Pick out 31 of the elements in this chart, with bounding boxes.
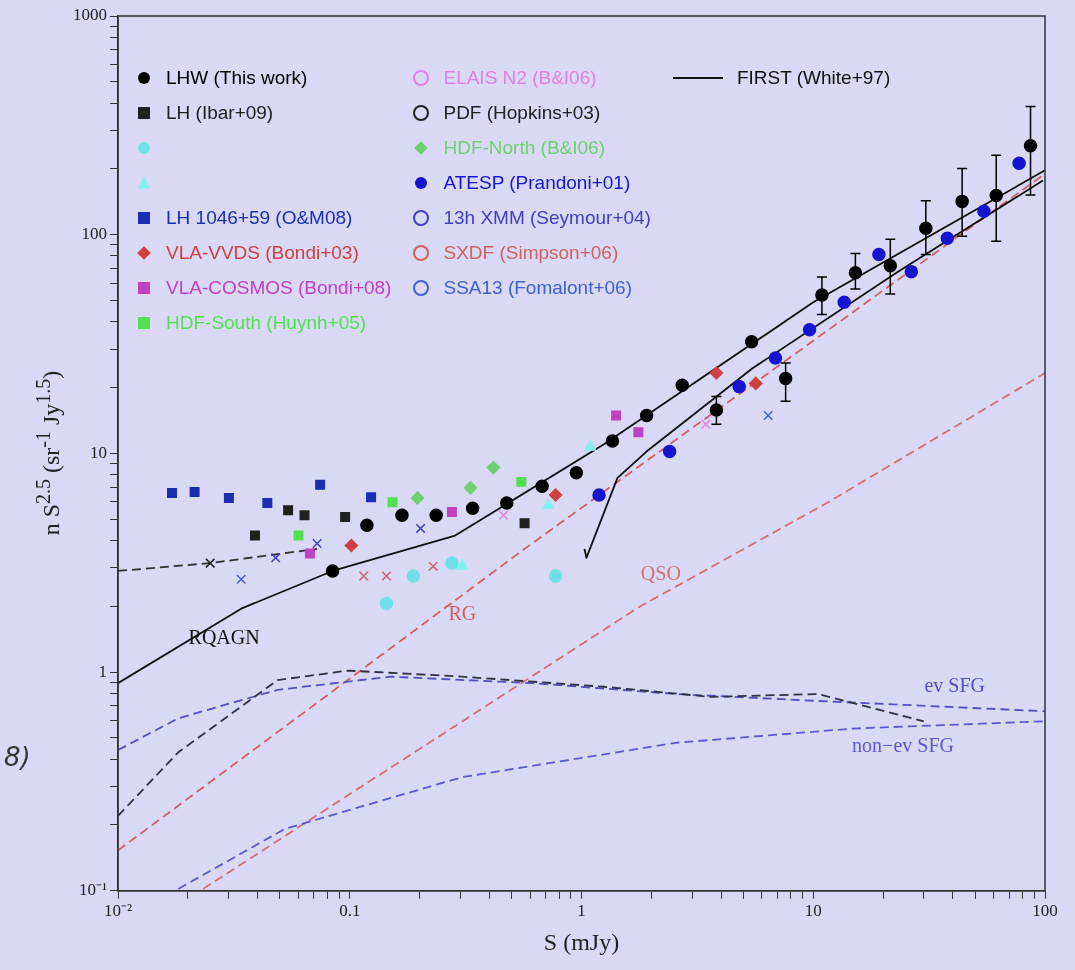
- legend-label: LH (Ibar+09): [166, 101, 274, 124]
- y-tick-label: 100: [81, 224, 107, 244]
- x-tick-label: 10: [804, 901, 822, 921]
- annotation: QSO: [640, 562, 681, 585]
- y-tick-label: 10: [90, 442, 107, 462]
- legend-label: SSA13 (Fomalont+06): [443, 276, 632, 299]
- text: 8): [4, 742, 31, 773]
- legend-label: LH 1046+59 (O&M08): [166, 206, 353, 229]
- legend-label: ELAIS N2 (B&I06): [443, 66, 597, 89]
- legend-label: HDF-South (Huynh+05): [166, 311, 367, 334]
- y-tick-label: 10⁻¹: [78, 880, 107, 900]
- legend-label: SXDF (Simpson+06): [443, 241, 619, 264]
- legend-label: FIRST (White+97): [736, 66, 891, 89]
- x-tick-label: 10⁻²: [103, 901, 133, 921]
- x-tick-label: 100: [1032, 901, 1058, 921]
- y-tick-label: 1: [98, 661, 107, 681]
- legend-label: PDF (Hopkins+03): [443, 101, 601, 124]
- y-tick-label: 1000: [73, 5, 107, 25]
- legend-label: VLA-COSMOS (Bondi+08): [166, 276, 392, 299]
- annotation: ev SFG: [924, 674, 986, 697]
- legend-label: HDF-North (B&I06): [443, 136, 605, 159]
- annotation: RG: [448, 602, 477, 625]
- legend-label: ATESP (Prandoni+01): [443, 171, 631, 194]
- annotation: RQAGN: [188, 626, 260, 649]
- x-tick-label: 0.1: [339, 901, 361, 921]
- legend-label: VLA-VVDS (Bondi+03): [166, 241, 359, 264]
- annotation: non−ev SFG: [852, 733, 954, 756]
- x-tick-label: 1: [577, 901, 586, 921]
- legend-label: 13h XMM (Seymour+04): [443, 206, 651, 229]
- legend-label: LHW (This work): [166, 66, 308, 89]
- x-axis-title: S (mJy): [543, 928, 620, 955]
